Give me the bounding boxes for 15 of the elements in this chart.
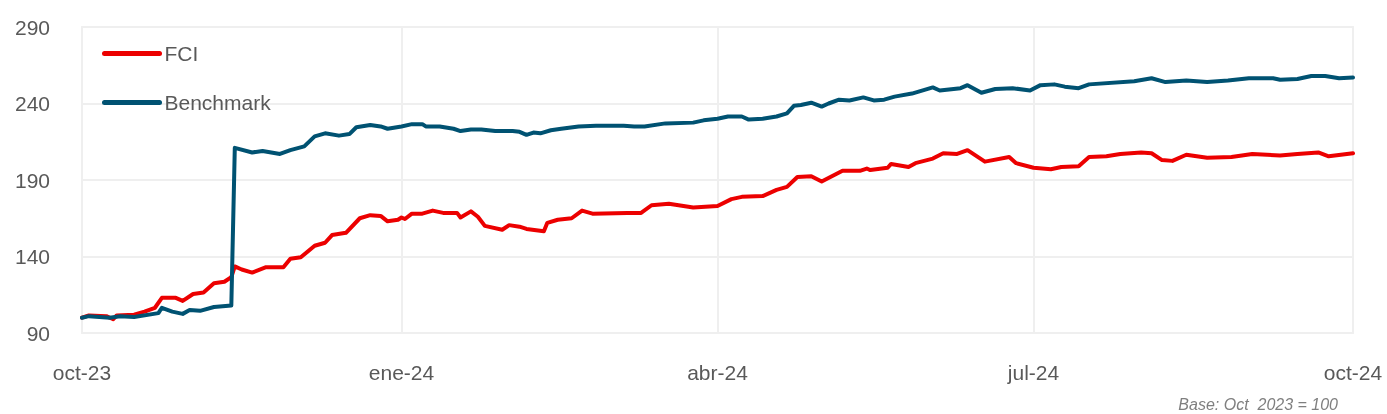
- y-tick-label: 290: [14, 15, 50, 39]
- text: Base: Oct 2023 = 100: [1178, 395, 1339, 413]
- x-tick-label: oct-23: [52, 361, 112, 384]
- line-series: [80, 148, 1355, 322]
- x-tick-label: abr-24: [687, 361, 749, 384]
- x-tick-label: oct-24: [1323, 361, 1383, 384]
- legend-label: Benchmark: [164, 91, 272, 114]
- y-tick-label: 90: [26, 321, 50, 345]
- legend-label: FCI: [164, 42, 199, 65]
- x-tick-label: ene-24: [368, 361, 435, 384]
- line-series: [80, 73, 1355, 320]
- y-tick-label: 240: [14, 92, 50, 115]
- y-tick-label: 190: [14, 168, 50, 192]
- y-tick-label: 140: [14, 245, 50, 268]
- x-tick-label: jul-24: [1006, 361, 1060, 384]
